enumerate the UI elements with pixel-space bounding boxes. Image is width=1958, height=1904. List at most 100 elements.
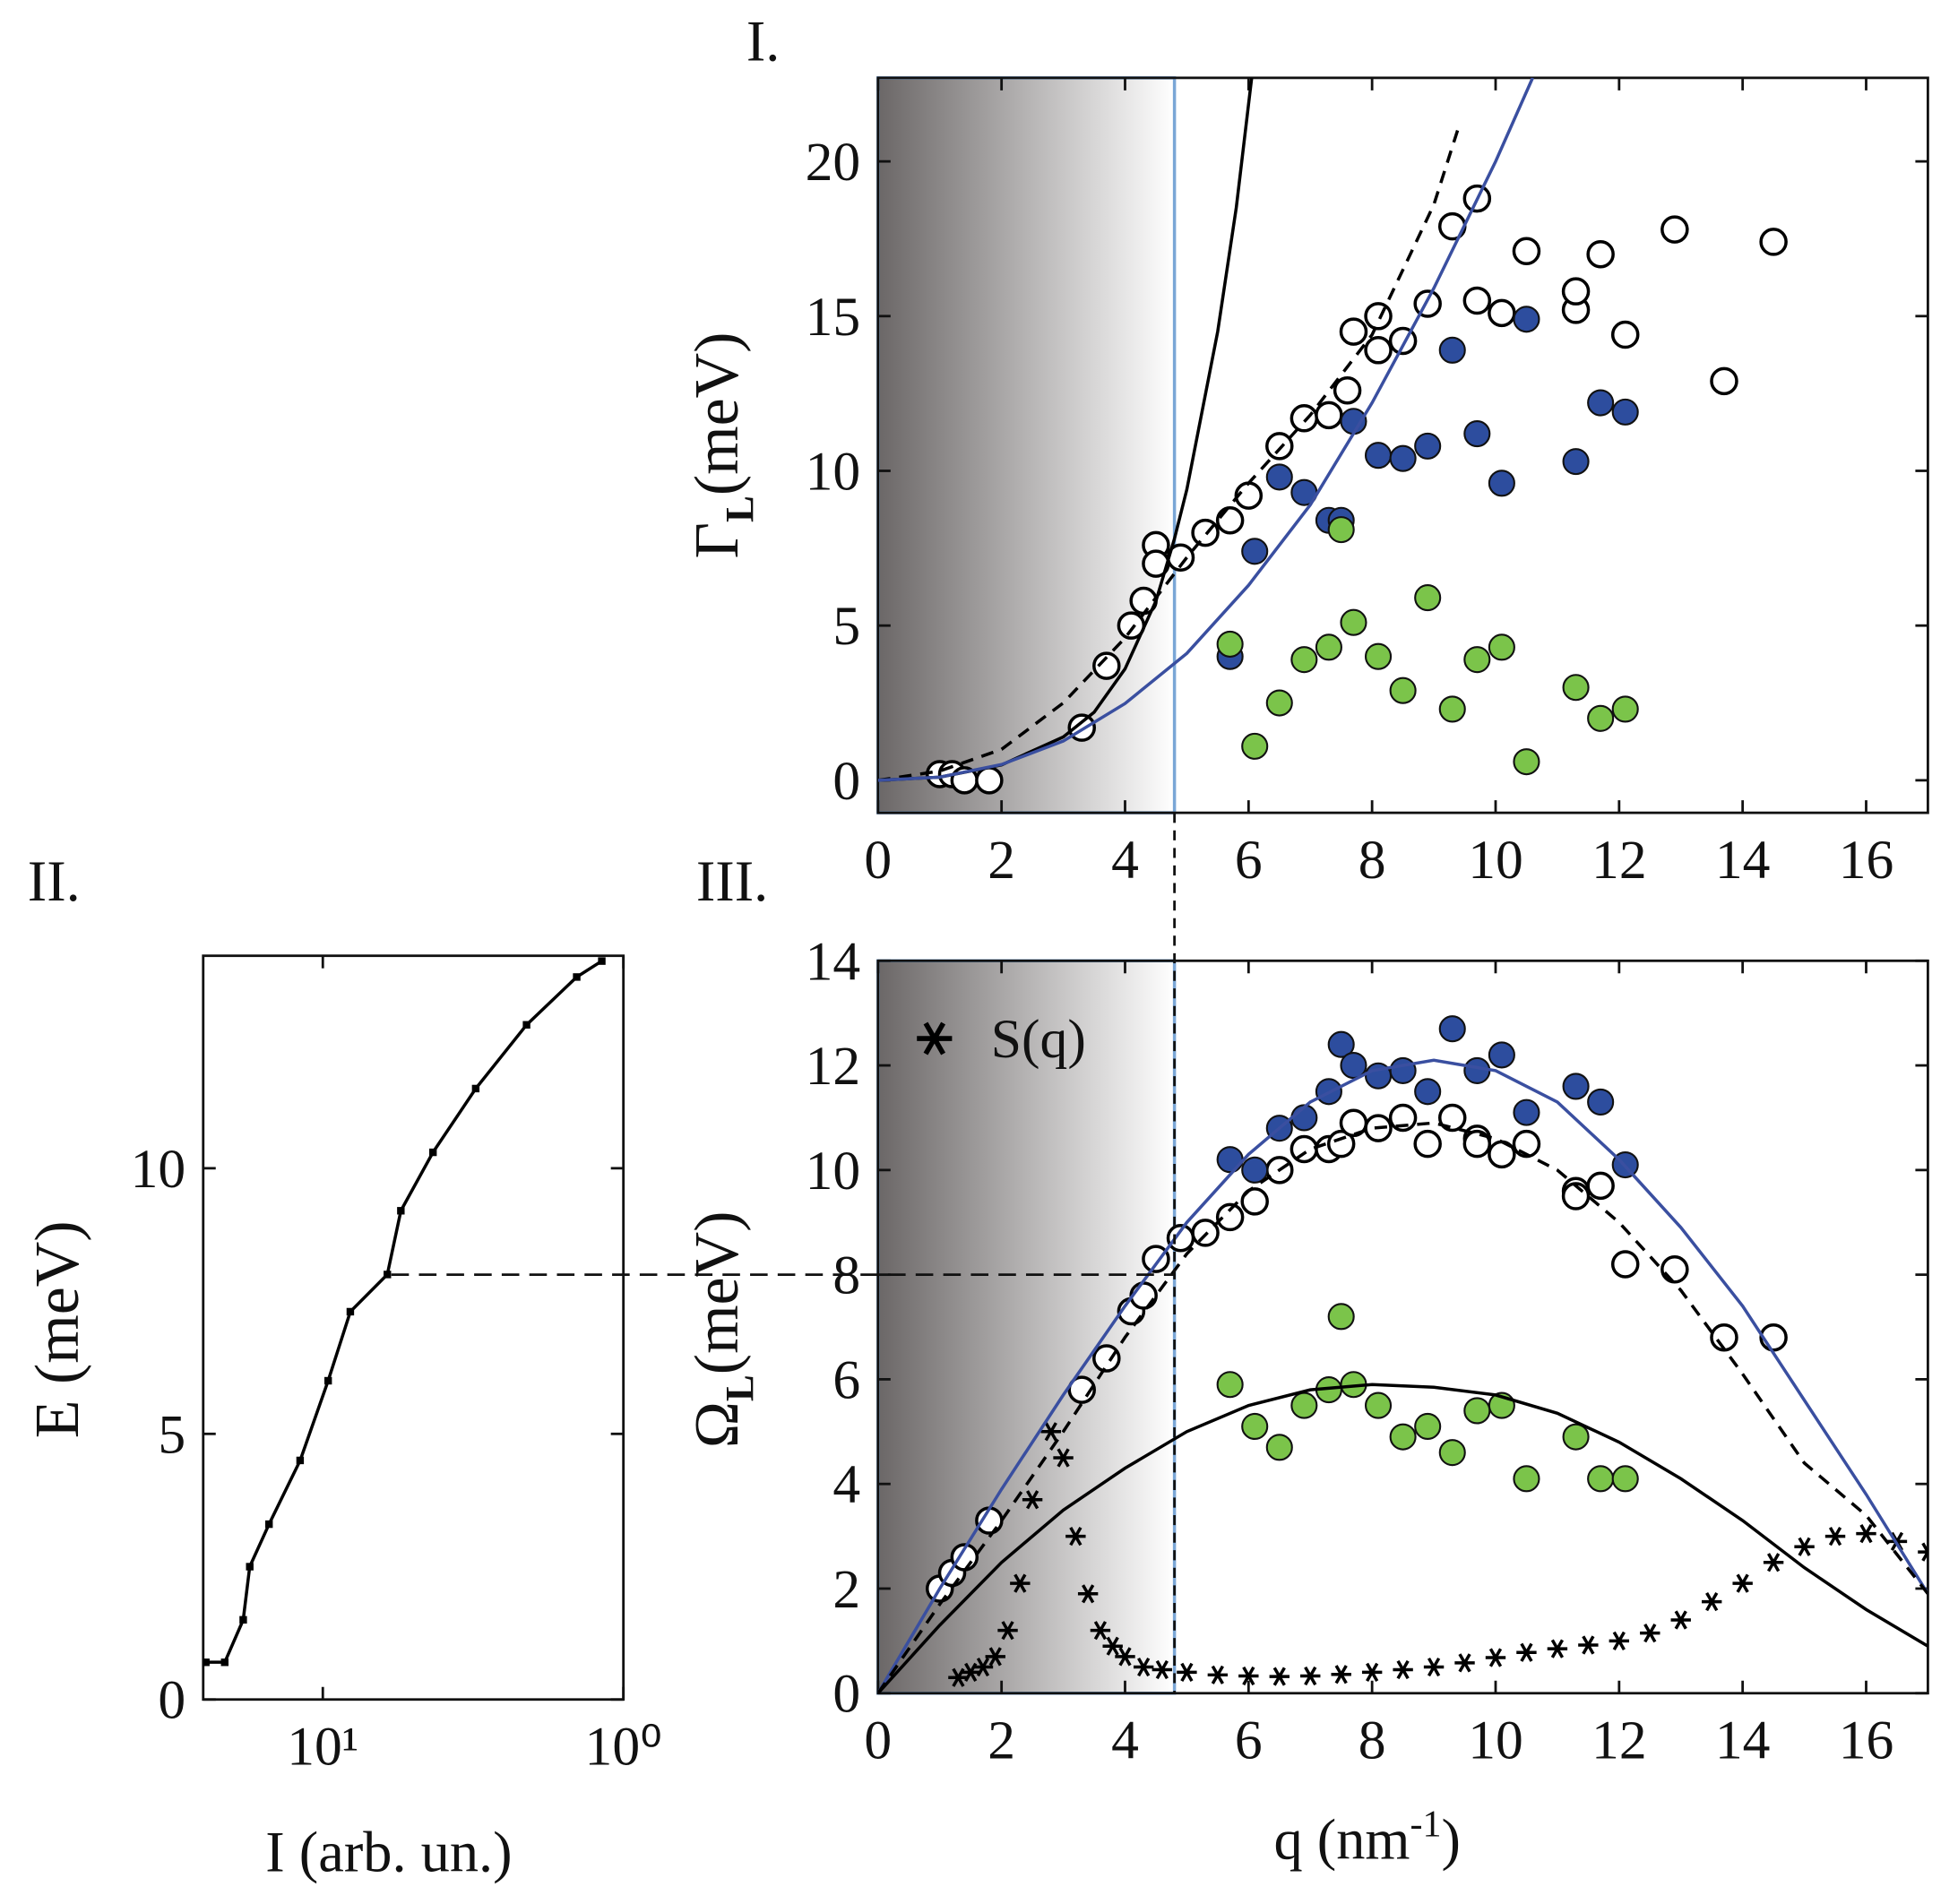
- x-tick-label: 6: [1235, 1710, 1263, 1771]
- data-point: [1207, 1665, 1229, 1684]
- x-tick-label: 14: [1715, 1710, 1771, 1771]
- data-point: [1660, 1255, 1689, 1284]
- y-axis-label-part: (meV): [683, 1211, 752, 1375]
- panel-label: III.: [696, 849, 768, 913]
- data-point: [1364, 336, 1393, 365]
- data-point: [1414, 432, 1442, 460]
- data-point: [522, 1021, 530, 1029]
- y-axis-label-part: (meV): [683, 332, 752, 496]
- data-point: [1562, 448, 1590, 476]
- data-point: [1241, 538, 1269, 565]
- data-point: [1389, 1423, 1417, 1451]
- x-tick-label: 10¹: [287, 1717, 358, 1778]
- y-tick-label: 6: [832, 1349, 860, 1410]
- data-point: [296, 1456, 305, 1465]
- data-point: [1587, 704, 1615, 732]
- data-point: [1710, 1322, 1738, 1352]
- data-point: [1290, 646, 1318, 674]
- data-point: [1513, 748, 1540, 776]
- data-point: [1438, 336, 1466, 364]
- data-point: [1640, 1623, 1660, 1643]
- data-point: [265, 1520, 273, 1529]
- data-point: [1152, 1659, 1173, 1680]
- data-point: [1463, 1397, 1491, 1425]
- shaded-region: [876, 76, 1177, 814]
- x-axis-label: I (arb. un.): [265, 1821, 512, 1884]
- axes-frame: [876, 76, 1929, 814]
- data-point: [1488, 298, 1516, 328]
- data-point: [220, 1658, 229, 1667]
- data-point: [1485, 1648, 1506, 1667]
- data-point: [1587, 1465, 1615, 1493]
- plot-area: [877, 1015, 1928, 1693]
- data-point: [1241, 1156, 1269, 1184]
- data-point: [972, 1657, 994, 1677]
- data-point: [1241, 1412, 1269, 1441]
- data-point: [1265, 463, 1293, 491]
- data-point: [1216, 1371, 1244, 1399]
- data-point: [1918, 1542, 1928, 1562]
- y-tick-label: 0: [832, 1664, 860, 1725]
- x-tick-label: 8: [1359, 1710, 1386, 1771]
- x-tick-label: 12: [1591, 830, 1647, 891]
- data-point: [1413, 1129, 1442, 1159]
- data-point: [1513, 1465, 1540, 1493]
- x-tick-label: 10⁰: [585, 1717, 662, 1778]
- x-tick-label: 10: [1468, 830, 1523, 891]
- data-point: [1269, 1667, 1290, 1686]
- data-point: [1326, 1129, 1356, 1159]
- data-point: [1702, 1591, 1722, 1612]
- x-tick-label: 0: [864, 1710, 892, 1771]
- y-tick-label: 0: [158, 1670, 185, 1731]
- data-point: [1488, 633, 1515, 661]
- data-point: [1516, 1642, 1537, 1662]
- data-point: [1142, 1245, 1170, 1273]
- data-point: [1240, 1187, 1269, 1216]
- x-tick-label: 4: [1111, 830, 1139, 891]
- data-point: [1562, 674, 1590, 702]
- legend-marker: [917, 1021, 953, 1055]
- data-point: [1022, 1490, 1043, 1510]
- fit-line: [877, 1121, 1928, 1693]
- fit-line: [877, 126, 1461, 782]
- data-point: [1361, 1662, 1383, 1683]
- y-tick-label: 12: [806, 1036, 861, 1097]
- y-tick-label: 4: [832, 1454, 860, 1515]
- data-point: [1364, 1391, 1393, 1419]
- data-point: [1488, 1041, 1515, 1069]
- data-point: [203, 1658, 210, 1667]
- x-tick-label: 12: [1591, 1710, 1647, 1771]
- y-tick-label: 5: [832, 596, 860, 657]
- data-point: [1759, 228, 1788, 256]
- fit-line: [877, 77, 1534, 782]
- data-point: [975, 766, 1004, 795]
- x-tick-label: 16: [1839, 830, 1894, 891]
- data-point: [1333, 375, 1362, 405]
- data-point: [598, 957, 606, 965]
- data-point: [1438, 1439, 1466, 1467]
- data-point: [1463, 1056, 1491, 1084]
- data-point: [1610, 1250, 1640, 1279]
- data-point: [1413, 289, 1442, 318]
- data-point: [1856, 1524, 1876, 1544]
- data-point: [997, 1621, 1018, 1641]
- y-tick-label: 15: [806, 287, 861, 348]
- data-point: [1241, 732, 1269, 760]
- data-point: [1389, 1056, 1417, 1084]
- data-point: [1586, 239, 1615, 269]
- y-tick-label: 20: [806, 132, 861, 193]
- data-point: [1265, 689, 1293, 717]
- data-point: [1010, 1573, 1031, 1593]
- data-point: [1339, 317, 1368, 346]
- panel-label: I.: [746, 9, 781, 73]
- data-point: [1463, 420, 1491, 448]
- data-point: [985, 1647, 1005, 1667]
- data-point: [1670, 1610, 1691, 1630]
- data-point: [1513, 1098, 1540, 1126]
- data-point: [1331, 1665, 1351, 1684]
- data-point: [1215, 1202, 1245, 1232]
- y-tick-label: 10: [131, 1139, 186, 1200]
- y-axis-label-part: Γ: [683, 522, 752, 558]
